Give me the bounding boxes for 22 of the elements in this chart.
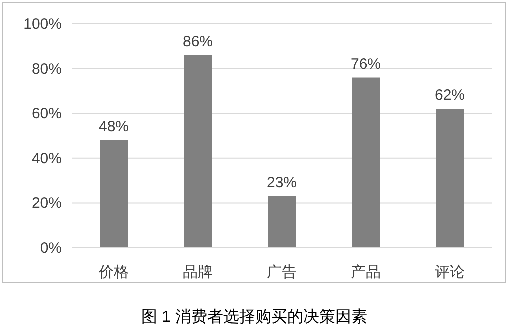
y-tick-label: 0%: [40, 240, 62, 257]
x-tick-label: 产品: [351, 264, 381, 281]
data-label: 48%: [98, 118, 130, 136]
x-tick-label: 评论: [435, 264, 465, 281]
y-tick-label: 80%: [32, 60, 62, 78]
bar: [268, 196, 296, 248]
x-tick-label: 广告: [267, 264, 297, 281]
x-tick-label: 价格: [98, 264, 129, 281]
bar: [100, 140, 128, 248]
x-tick-label: 品牌: [183, 264, 213, 281]
y-tick-label: 20%: [32, 195, 62, 212]
y-tick-label: 100%: [24, 16, 62, 33]
data-label: 76%: [350, 56, 382, 73]
data-label: 23%: [266, 174, 298, 192]
data-label: 62%: [434, 87, 466, 104]
caption: 图 1 消费者选择购买的决策因素: [142, 308, 368, 326]
bar: [436, 109, 464, 248]
y-tick-label: 40%: [32, 150, 62, 168]
data-label: 86%: [182, 33, 214, 50]
bar: [184, 55, 212, 248]
bar: [352, 78, 380, 248]
y-tick-label: 60%: [32, 106, 62, 123]
